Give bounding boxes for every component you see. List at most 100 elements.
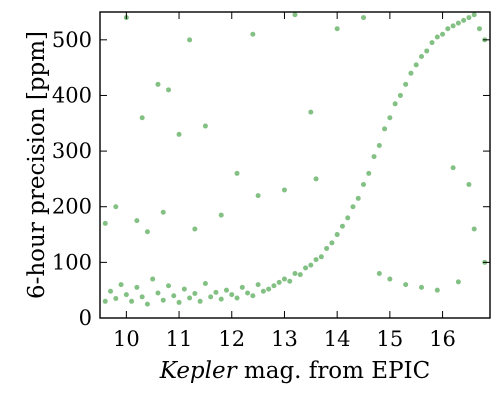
data-point — [466, 181, 472, 187]
data-point — [144, 301, 150, 307]
data-point — [187, 295, 193, 301]
data-point — [455, 20, 461, 26]
data-point — [234, 295, 240, 301]
data-point — [408, 70, 414, 76]
x-tick-label: 16 — [429, 327, 456, 351]
data-point — [276, 279, 282, 285]
data-point — [166, 283, 172, 289]
data-point — [218, 212, 224, 218]
data-point — [313, 257, 319, 263]
data-point — [281, 276, 287, 282]
data-point — [403, 282, 409, 288]
data-point — [255, 193, 261, 199]
data-point — [450, 23, 456, 29]
data-point — [297, 272, 303, 278]
data-point — [466, 15, 472, 21]
data-point — [134, 218, 140, 224]
data-point — [376, 143, 382, 149]
data-point — [197, 298, 203, 304]
data-point — [376, 270, 382, 276]
data-point — [361, 181, 367, 187]
data-point — [160, 297, 166, 303]
data-point — [260, 288, 266, 294]
data-point — [292, 270, 298, 276]
x-tick-label: 15 — [376, 327, 403, 351]
data-point — [392, 101, 398, 107]
data-point — [339, 223, 345, 229]
data-point — [366, 170, 372, 176]
data-point — [476, 26, 482, 32]
data-point — [192, 226, 198, 232]
data-point — [292, 12, 298, 18]
x-tick-label: 12 — [218, 327, 245, 351]
data-point — [102, 298, 108, 304]
x-tick-label: 13 — [271, 327, 298, 351]
data-point — [471, 12, 477, 18]
data-point — [181, 286, 187, 292]
x-tick-label: 10 — [113, 327, 140, 351]
data-point — [271, 283, 277, 289]
data-point — [324, 245, 330, 251]
plot-frame — [99, 11, 491, 319]
data-point — [113, 204, 119, 210]
data-point — [160, 209, 166, 215]
data-point — [187, 37, 193, 43]
data-point — [382, 126, 388, 132]
data-point — [134, 284, 140, 290]
data-point — [461, 17, 467, 23]
data-point — [266, 286, 272, 292]
data-point — [434, 34, 440, 40]
data-point — [387, 115, 393, 121]
data-point — [202, 281, 208, 287]
data-point — [218, 296, 224, 302]
y-tick-label: 500 — [52, 28, 92, 52]
data-point — [102, 220, 108, 226]
data-point — [281, 187, 287, 193]
x-tick-label: 11 — [166, 327, 193, 351]
data-point — [287, 278, 293, 284]
data-point — [455, 279, 461, 285]
data-point — [418, 54, 424, 60]
data-point — [166, 87, 172, 93]
data-point — [471, 226, 477, 232]
data-point — [418, 284, 424, 290]
data-point — [155, 290, 161, 296]
data-point — [208, 294, 214, 300]
data-point — [371, 154, 377, 160]
data-point — [223, 287, 229, 293]
data-point — [144, 229, 150, 235]
data-point — [434, 287, 440, 293]
data-point — [129, 298, 135, 304]
data-point — [118, 282, 124, 288]
y-tick-label: 100 — [52, 250, 92, 274]
x-tick-label: 14 — [324, 327, 351, 351]
data-point — [397, 92, 403, 98]
y-tick-label: 200 — [52, 195, 92, 219]
data-point — [139, 294, 145, 300]
data-point — [245, 290, 251, 296]
data-point — [413, 62, 419, 68]
data-point — [229, 292, 235, 298]
data-point — [176, 131, 182, 137]
y-axis-label: 6-hour precision [ppm] — [24, 31, 50, 299]
data-point — [239, 284, 245, 290]
data-point — [250, 31, 256, 37]
data-point — [202, 123, 208, 129]
data-point — [155, 81, 161, 87]
data-point — [303, 265, 309, 271]
data-point — [308, 109, 314, 115]
data-point — [345, 215, 351, 221]
data-point — [250, 293, 256, 299]
x-axis-ticks: 10 11 12 13 14 15 16 — [113, 12, 456, 351]
data-point — [255, 282, 261, 288]
data-point — [334, 26, 340, 32]
data-point — [355, 195, 361, 201]
data-point — [176, 299, 182, 305]
data-point — [313, 176, 319, 182]
data-point — [213, 289, 219, 295]
data-point — [318, 254, 324, 260]
data-point — [139, 115, 145, 121]
data-point — [445, 26, 451, 32]
scatter-points — [102, 12, 488, 307]
